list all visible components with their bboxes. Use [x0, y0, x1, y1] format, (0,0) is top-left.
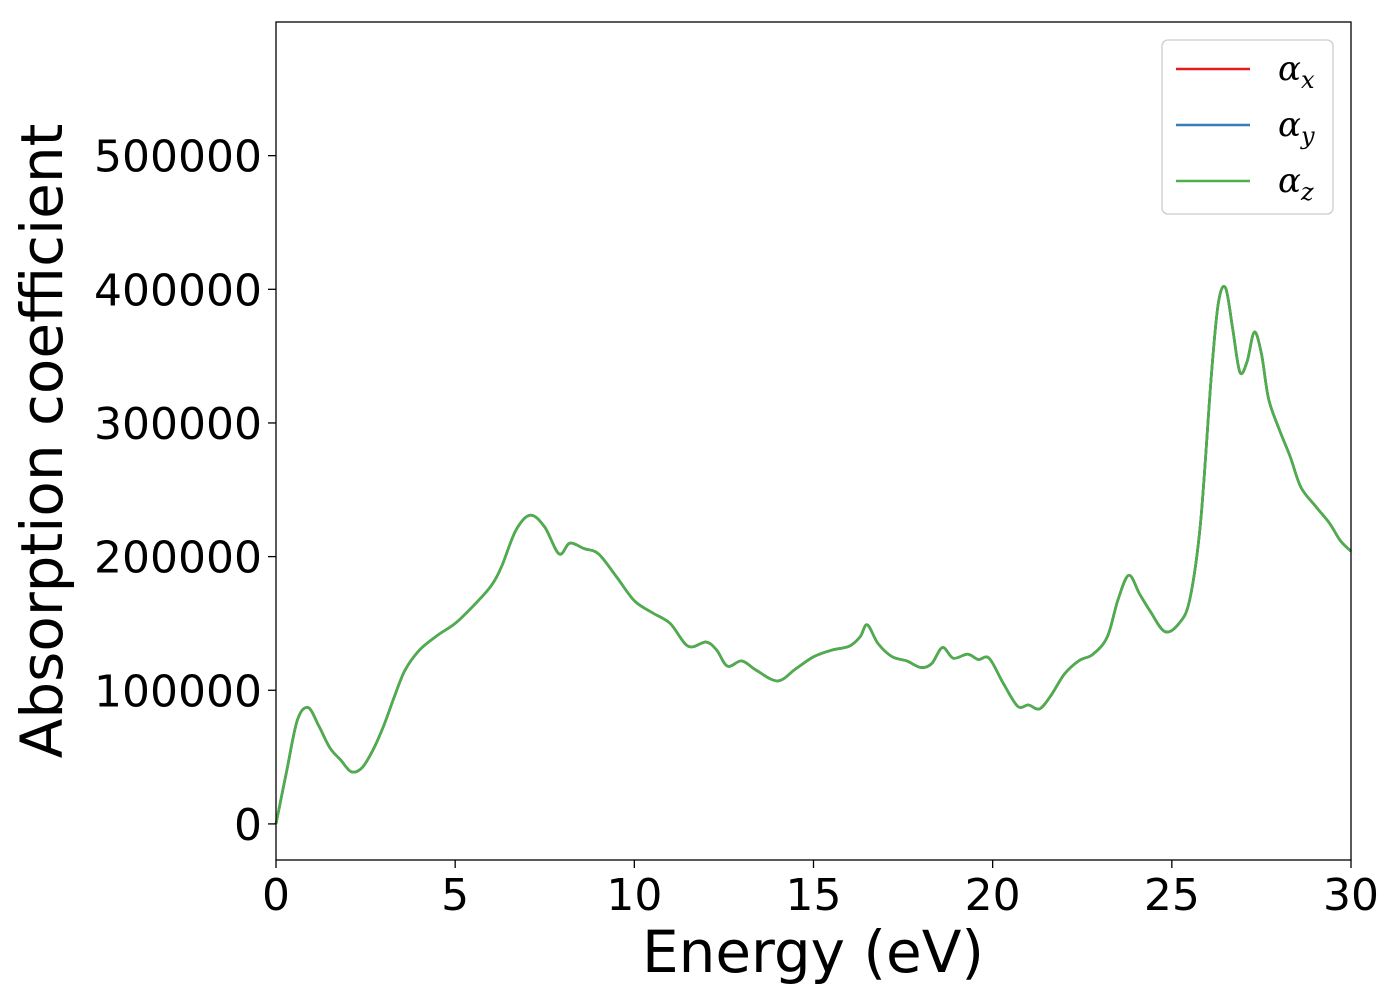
x-tick-label: 5	[441, 870, 469, 921]
legend-label: αx	[1278, 49, 1315, 94]
legend-symbol: α	[1278, 161, 1301, 201]
legend-subscript: y	[1300, 122, 1315, 150]
y-axis-ticks: 0 100000 200000 300000 400000 500000	[94, 132, 276, 851]
series-line-αy	[274, 285, 1352, 825]
legend-subscript: x	[1301, 66, 1315, 94]
y-tick-label: 0	[234, 800, 262, 851]
legend-symbol: α	[1278, 105, 1301, 145]
y-tick-label: 200000	[94, 533, 262, 584]
y-tick-label: 100000	[94, 666, 262, 717]
series-line-αz	[274, 285, 1352, 825]
x-axis-ticks: 0 5 10 15 20 25 30	[262, 860, 1379, 921]
series-line-αx	[274, 285, 1352, 825]
x-tick-label: 15	[786, 870, 842, 921]
series-layer	[274, 285, 1352, 825]
y-axis-title: Absorption coefficient	[8, 124, 76, 759]
x-axis-title: Energy (eV)	[642, 918, 984, 986]
legend-subscript: z	[1300, 178, 1314, 206]
legend-label: αy	[1278, 105, 1315, 150]
x-tick-label: 25	[1144, 870, 1200, 921]
x-tick-label: 30	[1323, 870, 1379, 921]
y-tick-label: 500000	[94, 132, 262, 183]
x-tick-label: 0	[262, 870, 290, 921]
x-tick-label: 20	[965, 870, 1021, 921]
legend-label: αz	[1278, 161, 1314, 206]
x-tick-label: 10	[606, 870, 662, 921]
y-tick-label: 400000	[94, 265, 262, 316]
y-tick-label: 300000	[94, 399, 262, 450]
legend-symbol: α	[1278, 49, 1301, 89]
legend-box	[1161, 39, 1334, 215]
